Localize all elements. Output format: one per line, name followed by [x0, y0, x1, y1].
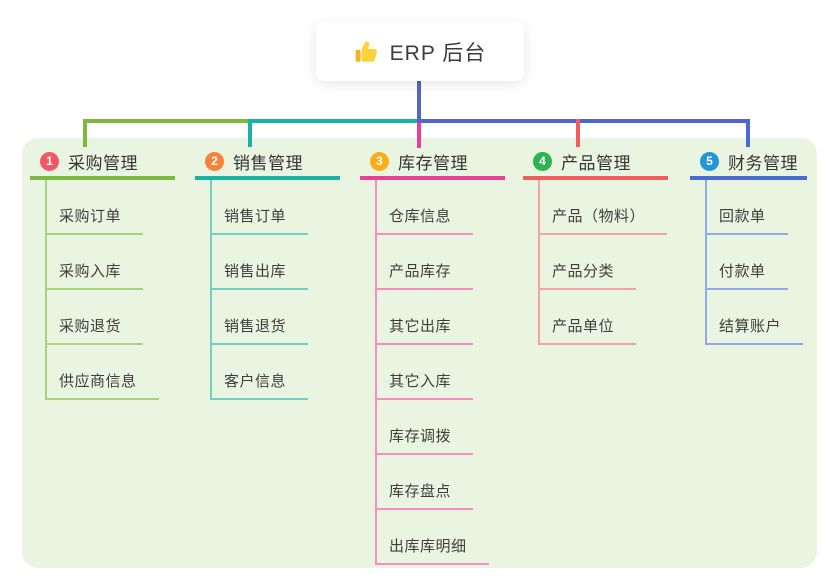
branch-number-badge: 2	[205, 151, 224, 171]
root-node[interactable]: ERP 后台	[316, 22, 524, 81]
child-label: 客户信息	[212, 370, 309, 400]
child-label: 产品库存	[377, 260, 474, 290]
drop-connector-inventory	[417, 122, 421, 148]
branch-title: 采购管理	[68, 153, 138, 173]
branch-title: 财务管理	[728, 153, 798, 173]
child-node[interactable]: 销售退货	[212, 290, 340, 345]
child-label: 库存调拨	[377, 425, 474, 455]
child-node[interactable]: 库存盘点	[377, 455, 505, 510]
branch-number-badge: 1	[40, 151, 59, 171]
child-label: 产品分类	[540, 260, 637, 290]
branch-product[interactable]: 4 产品管理 产品（物料） 产品分类 产品单位	[523, 148, 668, 345]
drop-connector-finance	[746, 119, 750, 147]
branch-header[interactable]: 5 财务管理	[690, 148, 807, 174]
child-node[interactable]: 仓库信息	[377, 180, 505, 235]
branch-title: 销售管理	[233, 153, 303, 173]
child-node[interactable]: 库存调拨	[377, 400, 505, 455]
branch-underline	[690, 176, 807, 180]
child-node[interactable]: 销售出库	[212, 235, 340, 290]
child-node[interactable]: 采购订单	[47, 180, 175, 235]
branch-finance[interactable]: 5 财务管理 回款单 付款单 结算账户	[690, 148, 807, 345]
child-label: 采购入库	[47, 260, 144, 290]
top-connector-teal	[250, 119, 417, 123]
child-node[interactable]: 其它出库	[377, 290, 505, 345]
child-label: 采购订单	[47, 205, 144, 235]
branch-header[interactable]: 4 产品管理	[523, 148, 668, 174]
child-label: 其它出库	[377, 315, 474, 345]
branch-sales[interactable]: 2 销售管理 销售订单 销售出库 销售退货 客户信息	[195, 148, 340, 400]
child-node[interactable]: 产品（物料）	[540, 180, 668, 235]
child-label: 产品（物料）	[540, 205, 668, 235]
branch-children: 采购订单 采购入库 采购退货 供应商信息	[45, 180, 175, 400]
child-label: 销售订单	[212, 205, 309, 235]
child-node[interactable]: 回款单	[707, 180, 807, 235]
drop-connector-product	[576, 119, 580, 147]
child-label: 仓库信息	[377, 205, 474, 235]
child-node[interactable]: 采购退货	[47, 290, 175, 345]
branch-purchase[interactable]: 1 采购管理 采购订单 采购入库 采购退货 供应商信息	[30, 148, 175, 400]
child-node[interactable]: 其它入库	[377, 345, 505, 400]
branch-header[interactable]: 1 采购管理	[30, 148, 175, 174]
child-node[interactable]: 销售订单	[212, 180, 340, 235]
branch-number-badge: 5	[700, 151, 719, 171]
drop-connector-purchase	[83, 119, 87, 147]
child-node[interactable]: 客户信息	[212, 345, 340, 400]
child-node[interactable]: 结算账户	[707, 290, 807, 345]
child-label: 销售退货	[212, 315, 309, 345]
child-node[interactable]: 供应商信息	[47, 345, 175, 400]
child-node[interactable]: 付款单	[707, 235, 807, 290]
top-connector-green	[83, 119, 250, 123]
top-connector-blue	[417, 119, 750, 123]
child-label: 付款单	[707, 260, 788, 290]
child-node[interactable]: 出库库明细	[377, 510, 505, 565]
child-node[interactable]: 产品库存	[377, 235, 505, 290]
branch-children: 产品（物料） 产品分类 产品单位	[538, 180, 668, 345]
child-label: 库存盘点	[377, 480, 474, 510]
child-label: 出库库明细	[377, 535, 489, 565]
branch-underline	[360, 176, 505, 180]
branch-header[interactable]: 3 库存管理	[360, 148, 505, 174]
child-label: 结算账户	[707, 315, 804, 345]
child-label: 供应商信息	[47, 370, 159, 400]
child-label: 其它入库	[377, 370, 474, 400]
drop-connector-sales	[248, 119, 252, 147]
thumbs-up-icon	[354, 39, 380, 65]
child-label: 销售出库	[212, 260, 309, 290]
branch-title: 库存管理	[398, 153, 468, 173]
child-label: 采购退货	[47, 315, 144, 345]
canvas-panel	[22, 138, 817, 568]
branch-children: 仓库信息 产品库存 其它出库 其它入库 库存调拨 库存盘点 出库库明细	[375, 180, 505, 565]
branch-children: 回款单 付款单 结算账户	[705, 180, 807, 345]
child-label: 回款单	[707, 205, 788, 235]
child-node[interactable]: 采购入库	[47, 235, 175, 290]
branch-children: 销售订单 销售出库 销售退货 客户信息	[210, 180, 340, 400]
branch-title: 产品管理	[561, 153, 631, 173]
root-stem-connector	[417, 79, 421, 122]
branch-number-badge: 3	[370, 151, 389, 171]
branch-number-badge: 4	[533, 151, 552, 171]
child-label: 产品单位	[540, 315, 637, 345]
branch-header[interactable]: 2 销售管理	[195, 148, 340, 174]
branch-underline	[30, 176, 175, 180]
child-node[interactable]: 产品分类	[540, 235, 668, 290]
branch-underline	[195, 176, 340, 180]
branch-inventory[interactable]: 3 库存管理 仓库信息 产品库存 其它出库 其它入库 库存调拨 库存盘点 出库库…	[360, 148, 505, 565]
root-label: ERP 后台	[389, 41, 487, 65]
child-node[interactable]: 产品单位	[540, 290, 668, 345]
branch-underline	[523, 176, 668, 180]
